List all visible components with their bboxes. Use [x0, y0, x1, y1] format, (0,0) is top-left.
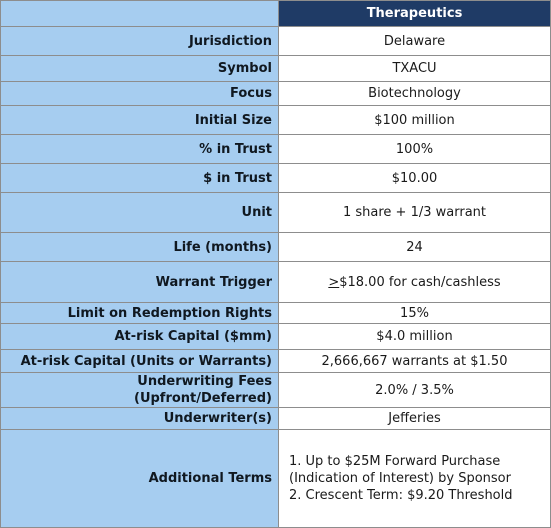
table-row: Underwriting Fees (Upfront/Deferred) 2.0… [0, 372, 551, 408]
table-row: Warrant Trigger >$18.00 for cash/cashles… [0, 261, 551, 303]
row-value: 2.0% / 3.5% [278, 372, 551, 408]
row-label: $ in Trust [0, 163, 279, 193]
table-row: Unit 1 share + 1/3 warrant [0, 192, 551, 233]
row-label: Initial Size [0, 105, 279, 135]
table-row: $ in Trust $10.00 [0, 163, 551, 193]
row-value: 24 [278, 232, 551, 262]
row-label: At-risk Capital (Units or Warrants) [0, 349, 279, 373]
row-label: Unit [0, 192, 279, 233]
additional-terms-line: 1. Up to $25M Forward Purchase [289, 454, 501, 469]
row-label: % in Trust [0, 134, 279, 164]
row-label: Life (months) [0, 232, 279, 262]
table-row: Jurisdiction Delaware [0, 26, 551, 56]
row-value: $10.00 [278, 163, 551, 193]
company-title: Therapeutics [278, 0, 551, 27]
row-value: $100 million [278, 105, 551, 135]
table-row: At-risk Capital (Units or Warrants) 2,66… [0, 349, 551, 373]
row-label: At-risk Capital ($mm) [0, 323, 279, 350]
row-label: Warrant Trigger [0, 261, 279, 303]
row-label: Symbol [0, 55, 279, 82]
table-row: Underwriter(s) Jefferies [0, 407, 551, 430]
table-row: Initial Size $100 million [0, 105, 551, 135]
additional-terms-line: (Indication of Interest) by Sponsor [289, 471, 511, 486]
additional-terms-value: 1. Up to $25M Forward Purchase (Indicati… [278, 429, 551, 528]
row-label: Jurisdiction [0, 26, 279, 56]
row-value: 2,666,667 warrants at $1.50 [278, 349, 551, 373]
row-value: Jefferies [278, 407, 551, 430]
row-value: Delaware [278, 26, 551, 56]
header-blank-cell [0, 0, 279, 27]
table-row: Focus Biotechnology [0, 81, 551, 106]
additional-terms-line: 2. Crescent Term: $9.20 Threshold [289, 488, 513, 503]
row-label: Limit on Redemption Rights [0, 302, 279, 324]
row-label: Underwriter(s) [0, 407, 279, 430]
table-row: Life (months) 24 [0, 232, 551, 262]
row-value: $4.0 million [278, 323, 551, 350]
row-label: Focus [0, 81, 279, 106]
table-row: Limit on Redemption Rights 15% [0, 302, 551, 324]
table-row: % in Trust 100% [0, 134, 551, 164]
row-value: 15% [278, 302, 551, 324]
row-value: Biotechnology [278, 81, 551, 106]
row-value: TXACU [278, 55, 551, 82]
row-value: >$18.00 for cash/cashless [278, 261, 551, 303]
warrant-trigger-text: $18.00 for cash/cashless [339, 274, 501, 290]
header-row: Therapeutics [0, 0, 551, 27]
row-label: Underwriting Fees (Upfront/Deferred) [0, 372, 279, 408]
greater-equal-symbol: > [328, 274, 340, 290]
row-value: 100% [278, 134, 551, 164]
table-row: At-risk Capital ($mm) $4.0 million [0, 323, 551, 350]
table-row: Additional Terms 1. Up to $25M Forward P… [0, 429, 551, 528]
table-row: Symbol TXACU [0, 55, 551, 82]
row-value: 1 share + 1/3 warrant [278, 192, 551, 233]
row-label: Additional Terms [0, 429, 279, 528]
